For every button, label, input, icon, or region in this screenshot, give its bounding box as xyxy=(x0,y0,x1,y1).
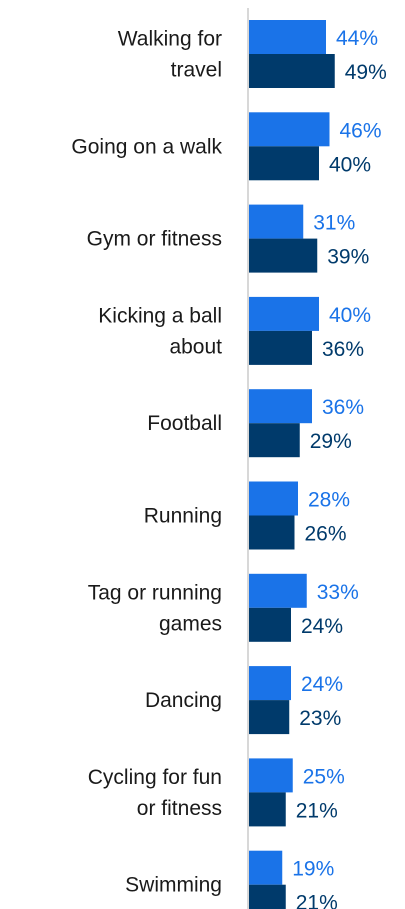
bar-series-1 xyxy=(249,296,319,331)
category-label: Going on a walk xyxy=(71,135,222,158)
category-label-line: Football xyxy=(147,412,222,435)
category-label-line: Gym or fitness xyxy=(87,228,222,251)
category-label-line: Going on a walk xyxy=(71,135,222,158)
category-label-line: Cycling for fun xyxy=(88,766,222,789)
category-label-line: Dancing xyxy=(145,689,222,712)
category-label-line: Kicking a ball xyxy=(98,304,222,327)
bar-series-1 xyxy=(249,573,307,608)
value-label-series-1: 28% xyxy=(308,489,350,512)
category-label: Tag or running games xyxy=(88,581,222,635)
bar-series-2 xyxy=(249,146,319,181)
bar-series-2 xyxy=(249,54,335,88)
bar-series-1 xyxy=(249,850,283,885)
value-label-series-1: 33% xyxy=(317,581,359,604)
value-label-series-2: 40% xyxy=(329,153,371,176)
bar-series-1 xyxy=(249,204,304,239)
value-label-series-2: 29% xyxy=(310,430,352,453)
value-label-series-1: 36% xyxy=(322,396,364,419)
value-label-series-2: 21% xyxy=(296,892,338,909)
category-label: Running xyxy=(144,505,222,528)
bar-series-2 xyxy=(249,330,312,365)
category-label: Walking for travel xyxy=(118,28,222,82)
value-label-series-1: 40% xyxy=(329,304,371,327)
category-label-line: or fitness xyxy=(137,797,222,820)
value-label-series-1: 31% xyxy=(313,212,355,235)
bar-series-1 xyxy=(249,666,291,701)
bar-series-2 xyxy=(249,515,295,550)
value-label-series-2: 23% xyxy=(299,707,341,730)
value-label-series-1: 19% xyxy=(292,858,334,881)
category-label: Football xyxy=(147,412,222,435)
category-label-line: games xyxy=(159,612,222,635)
value-label-series-1: 25% xyxy=(303,765,345,788)
category-label-line: Walking for xyxy=(118,28,222,51)
category-label: Dancing xyxy=(145,689,222,712)
bar-series-2 xyxy=(249,700,290,735)
bar-series-2 xyxy=(249,423,300,458)
bar-series-1 xyxy=(249,112,330,147)
category-label-line: travel xyxy=(171,59,222,82)
bars-layer xyxy=(249,20,335,909)
category-label: Swimming xyxy=(125,874,222,897)
category-label-line: Swimming xyxy=(125,874,222,897)
category-label-line: Tag or running xyxy=(88,581,222,604)
bar-series-2 xyxy=(249,792,286,827)
bar-series-2 xyxy=(249,884,286,909)
value-label-series-2: 49% xyxy=(345,61,387,84)
bar-series-1 xyxy=(249,758,293,793)
value-label-series-2: 36% xyxy=(322,338,364,361)
category-label-line: about xyxy=(169,335,222,358)
value-label-series-1: 46% xyxy=(340,119,382,142)
category-label-line: Running xyxy=(144,505,222,528)
value-label-series-1: 24% xyxy=(301,673,343,696)
bar-series-2 xyxy=(249,238,318,273)
value-label-series-2: 24% xyxy=(301,615,343,638)
bar-series-1 xyxy=(249,389,312,424)
value-label-series-1: 44% xyxy=(336,27,378,50)
category-label: Gym or fitness xyxy=(87,228,222,251)
bar-series-2 xyxy=(249,607,291,642)
value-label-series-2: 39% xyxy=(327,246,369,269)
value-label-series-2: 21% xyxy=(296,799,338,822)
bar-series-1 xyxy=(249,20,326,54)
category-label: Cycling for fun or fitness xyxy=(88,766,222,820)
labels-layer: Walking for travel 44% 49% Going on a walk 46… xyxy=(71,27,386,909)
value-label-series-2: 26% xyxy=(305,523,347,546)
bar-series-1 xyxy=(249,481,298,516)
category-label: Kicking a ball about xyxy=(98,304,222,358)
